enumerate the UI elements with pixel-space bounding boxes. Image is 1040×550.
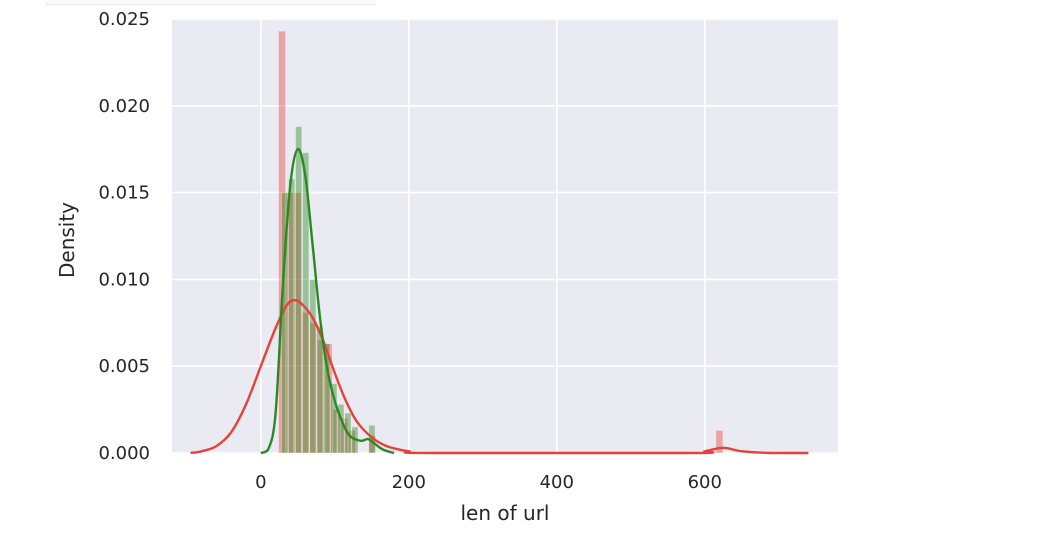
histogram-bar xyxy=(324,343,333,454)
x-tick-label: 200 xyxy=(392,472,426,493)
y-tick-label: 0.005 xyxy=(98,356,150,377)
y-tick-label: 0.010 xyxy=(98,269,150,290)
histogram-bar xyxy=(316,325,324,454)
histogram-bar xyxy=(309,278,317,454)
histogram-bar xyxy=(330,383,338,454)
histogram-bar xyxy=(301,311,310,454)
histogram-bar xyxy=(309,322,318,454)
y-tick-label: 0.025 xyxy=(98,9,150,30)
histogram-bar xyxy=(715,430,724,454)
y-axis-label: Density xyxy=(55,202,79,278)
y-tick-labels: 0.000 0.005 0.010 0.015 0.020 0.025 xyxy=(98,9,150,464)
histogram-bar xyxy=(323,343,331,454)
histogram-bars xyxy=(278,30,724,454)
x-tick-label: 400 xyxy=(540,472,574,493)
x-tick-label: 600 xyxy=(688,472,722,493)
histogram-bar xyxy=(288,178,296,454)
x-tick-labels: 0 200 400 600 xyxy=(255,472,722,493)
y-tick-label: 0.000 xyxy=(98,443,150,464)
kde-line-series-2 xyxy=(260,147,395,455)
kde-line-series-1 xyxy=(190,298,809,455)
histogram-bar xyxy=(317,339,325,454)
histogram-bar xyxy=(295,126,303,454)
y-tick-label: 0.015 xyxy=(98,183,150,204)
x-tick-label: 0 xyxy=(255,472,266,493)
x-axis-label: len of url xyxy=(461,501,550,525)
histogram-bar xyxy=(293,192,302,454)
plot-background xyxy=(172,19,838,453)
histogram-bar xyxy=(302,152,310,454)
histogram-bar xyxy=(348,430,356,454)
kde-curves xyxy=(190,147,809,455)
histogram-bar xyxy=(340,417,349,454)
cell-top-border xyxy=(46,0,376,5)
y-tick-label: 0.020 xyxy=(98,96,150,117)
